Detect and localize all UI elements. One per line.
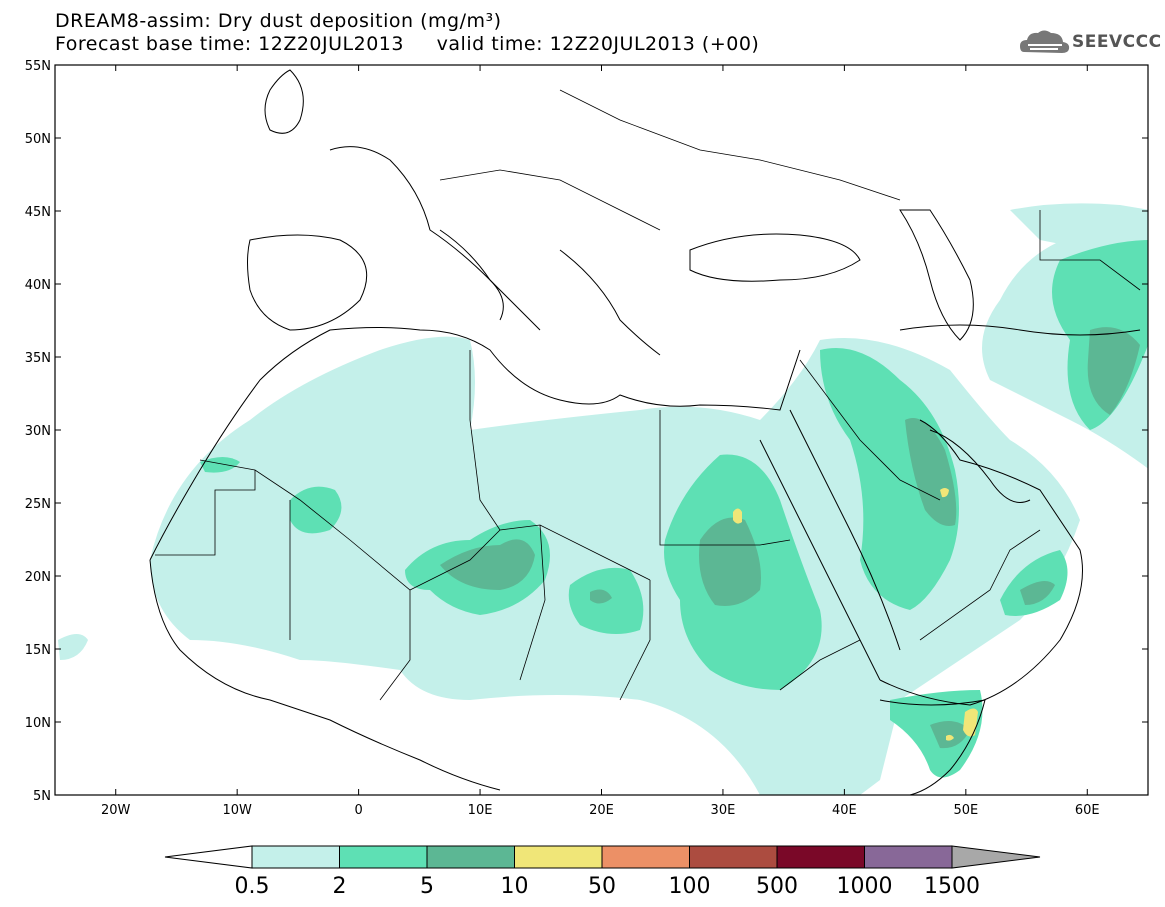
lon-tick-label: 60E bbox=[1075, 803, 1100, 818]
colorbar-label: 500 bbox=[756, 874, 798, 899]
cloud-logo-icon bbox=[1020, 30, 1070, 53]
lat-tick-label: 25N bbox=[25, 497, 51, 512]
contour-level-0.5 bbox=[58, 203, 1148, 795]
colorbar-label: 10 bbox=[501, 874, 529, 899]
colorbar-swatch bbox=[601, 845, 690, 869]
country-borders bbox=[155, 89, 1141, 701]
lat-tick-label: 15N bbox=[25, 643, 51, 658]
colorbar-label: 5 bbox=[420, 874, 434, 899]
lat-tick-label: 30N bbox=[25, 424, 51, 439]
lon-tick-label: 10E bbox=[468, 803, 493, 818]
lat-tick-label: 50N bbox=[25, 132, 51, 147]
colorbar-swatch bbox=[776, 845, 865, 869]
colorbar-swatch bbox=[426, 845, 515, 869]
colorbar-swatch bbox=[339, 845, 428, 869]
colorbar-swatch bbox=[689, 845, 778, 869]
colorbar-label: 100 bbox=[669, 874, 711, 899]
lon-axis: 20W 10W 0 10E 20E 30E 40E 50E 60E bbox=[101, 65, 1100, 818]
lat-tick-label: 35N bbox=[25, 351, 51, 366]
colorbar-label: 1000 bbox=[837, 874, 893, 899]
lon-tick-label: 10W bbox=[222, 803, 252, 818]
colorbar-label: 2 bbox=[333, 874, 347, 899]
lat-tick-label: 40N bbox=[25, 278, 51, 293]
contour-level-10 bbox=[733, 488, 978, 741]
lon-tick-label: 20W bbox=[101, 803, 131, 818]
lat-tick-label: 45N bbox=[25, 205, 51, 220]
colorbar-swatch bbox=[514, 845, 603, 869]
colorbar-swatch bbox=[864, 845, 953, 869]
coastlines bbox=[149, 69, 1141, 795]
map-subtitle: Forecast base time: 12Z20JUL2013 valid t… bbox=[55, 33, 760, 55]
colorbar-low-arrow bbox=[164, 845, 253, 869]
colorbar-label: 50 bbox=[588, 874, 616, 899]
dust-contours bbox=[58, 203, 1148, 795]
map-title: DREAM8-assim: Dry dust deposition (mg/m³… bbox=[55, 10, 502, 32]
lat-tick-label: 55N bbox=[25, 59, 51, 74]
colorbar-label: 1500 bbox=[924, 874, 980, 899]
lat-tick-label: 10N bbox=[25, 716, 51, 731]
colorbar: 0.5 2 5 10 50 100 500 1000 1500 bbox=[164, 845, 1041, 899]
lon-tick-label: 50E bbox=[953, 803, 978, 818]
lat-tick-label: 20N bbox=[25, 570, 51, 585]
lon-tick-label: 20E bbox=[589, 803, 614, 818]
colorbar-label: 0.5 bbox=[235, 874, 270, 899]
contour-level-5 bbox=[440, 327, 1140, 749]
colorbar-high-arrow bbox=[951, 845, 1041, 869]
lon-tick-label: 0 bbox=[354, 803, 362, 818]
colorbar-swatch bbox=[251, 845, 340, 869]
lon-tick-label: 30E bbox=[711, 803, 736, 818]
lon-tick-label: 40E bbox=[832, 803, 857, 818]
lat-axis: 55N 50N 45N 40N 35N 30N 25N 20N 15N 10N 5N bbox=[25, 59, 1148, 804]
logo-text: SEEVCCC bbox=[1072, 32, 1162, 52]
lat-tick-label: 5N bbox=[33, 789, 51, 804]
